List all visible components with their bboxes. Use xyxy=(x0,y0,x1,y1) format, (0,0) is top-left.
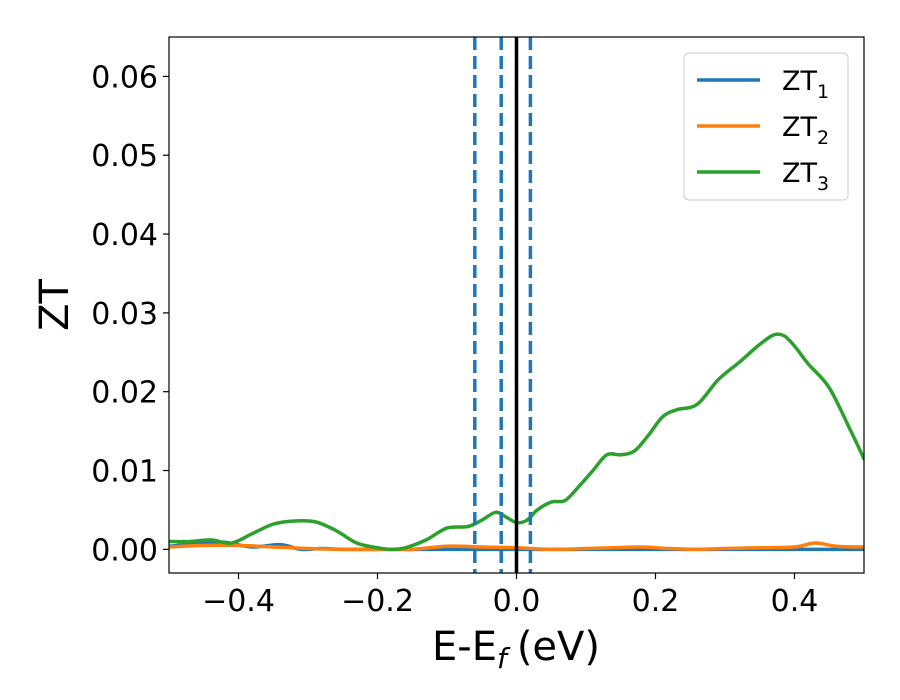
y-tick-label: 0.03 xyxy=(91,297,158,332)
legend-label-subscript: 3 xyxy=(817,173,829,195)
legend-label-zt2: ZT2 xyxy=(782,112,829,149)
legend-label-zt1: ZT1 xyxy=(782,66,829,103)
series-line-zt2 xyxy=(169,541,864,552)
y-tick-label: 0.01 xyxy=(91,455,158,490)
x-tick-label: 0.4 xyxy=(771,584,819,619)
legend-label-zt3: ZT3 xyxy=(782,158,829,195)
x-axis-title-subscript: f xyxy=(497,642,511,675)
x-axis-title-unit: (eV) xyxy=(517,624,600,670)
x-axis: −0.4 −0.2 0.0 0.2 0.4 xyxy=(202,573,818,619)
legend-label-main: ZT xyxy=(782,158,817,189)
x-tick-label: −0.4 xyxy=(202,584,275,619)
y-tick-label: 0.06 xyxy=(91,60,158,95)
legend-box xyxy=(683,52,849,201)
series-line-zt3 xyxy=(169,332,864,552)
x-tick-label: 0.0 xyxy=(493,584,541,619)
y-tick-label: 0.05 xyxy=(91,139,158,174)
x-tick-label: −0.2 xyxy=(341,584,414,619)
legend-label-main: ZT xyxy=(782,66,817,97)
reference-lines xyxy=(473,37,533,573)
series-layer xyxy=(169,332,864,552)
y-tick-label: 0.00 xyxy=(91,533,158,568)
y-axis: 0.00 0.01 0.02 0.03 0.04 0.05 0.06 xyxy=(91,60,169,568)
x-axis-title-main: E-E xyxy=(432,624,497,670)
legend-label-subscript: 1 xyxy=(817,81,829,103)
legend-label-subscript: 2 xyxy=(817,127,829,149)
y-tick-label: 0.04 xyxy=(91,218,158,253)
x-axis-title: E-Ef (eV) xyxy=(432,624,600,675)
x-tick-label: 0.2 xyxy=(632,584,680,619)
legend-label-main: ZT xyxy=(782,112,817,143)
y-tick-label: 0.02 xyxy=(91,376,158,411)
y-axis-title: ZT xyxy=(32,279,78,331)
